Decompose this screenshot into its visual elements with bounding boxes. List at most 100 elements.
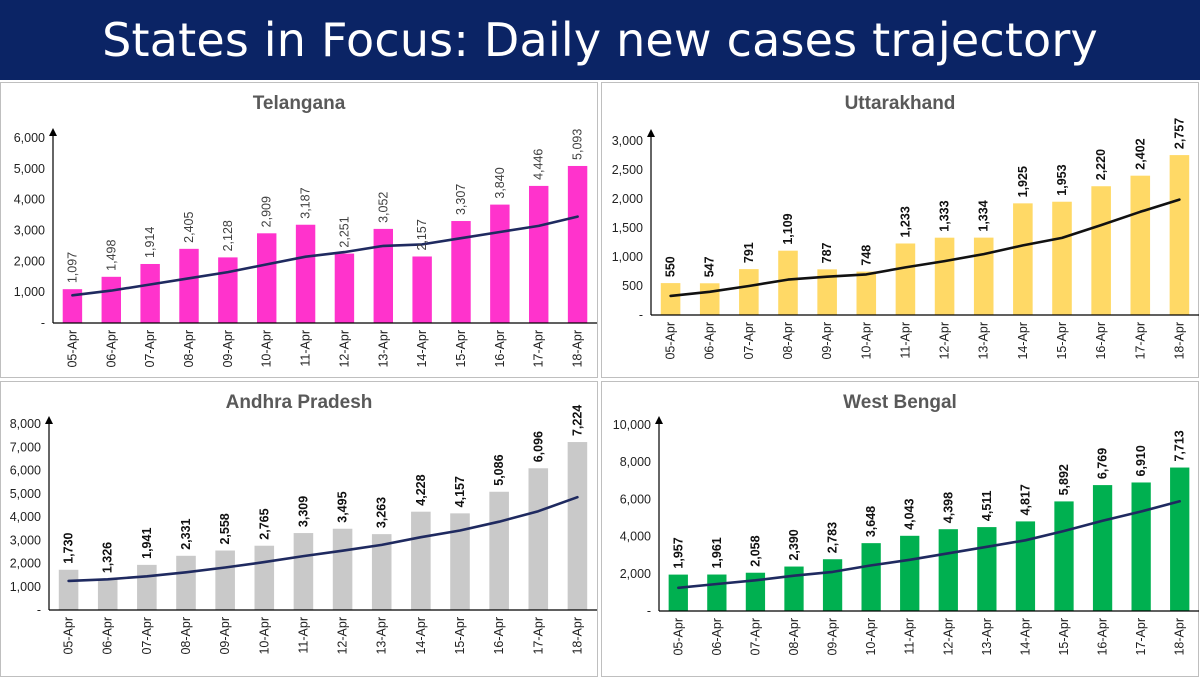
x-tick-label: 16-Apr <box>492 617 506 655</box>
data-label: 3,309 <box>296 496 310 527</box>
x-tick-label: 11-Apr <box>296 617 310 654</box>
bar <box>1015 521 1036 611</box>
chart-andhra-pradesh: - 1,000 2,000 3,000 4,000 5,000 6,000 7,000 8,00… <box>10 405 597 655</box>
x-tick-label: 06-Apr <box>703 322 717 360</box>
x-tick-label: 18-Apr <box>571 330 585 368</box>
bar <box>784 566 804 611</box>
bar <box>668 574 688 611</box>
data-label: 787 <box>820 242 834 263</box>
data-label: 3,307 <box>454 184 468 215</box>
data-label: 2,405 <box>182 212 196 243</box>
data-label: 3,052 <box>376 192 390 223</box>
data-label: 4,157 <box>453 476 467 507</box>
data-label: 748 <box>859 245 873 266</box>
x-tick-label: 18-Apr <box>1172 322 1186 360</box>
data-label: 4,398 <box>941 492 955 523</box>
chart-panel-telangana: Telangana - 1,000 2,000 3,000 4,000 5,000 6,00… <box>0 82 598 378</box>
y-axis-arrow <box>655 416 663 424</box>
y-tick-label: 8,000 <box>620 455 651 469</box>
bar <box>778 250 798 315</box>
bar <box>1170 467 1190 611</box>
y-tick-label: - <box>37 603 41 617</box>
x-tick-label: 05-Apr <box>671 618 685 656</box>
x-tick-label: 13-Apr <box>376 330 390 368</box>
trend-line <box>669 198 1181 298</box>
x-tick-label: 05-Apr <box>62 617 76 655</box>
x-tick-label: 11-Apr <box>898 322 912 359</box>
x-tick-label: 18-Apr <box>1173 618 1187 656</box>
x-tick-label: 08-Apr <box>781 322 795 360</box>
bar <box>451 221 471 323</box>
x-tick-label: 14-Apr <box>415 330 429 368</box>
data-label: 1,730 <box>62 532 76 563</box>
bar <box>1013 203 1033 315</box>
x-tick-label: 15-Apr <box>454 330 468 368</box>
data-label: 2,909 <box>260 196 274 227</box>
trend-line <box>71 215 579 297</box>
data-label: 2,765 <box>257 508 271 539</box>
data-label: 4,228 <box>414 474 428 505</box>
bar <box>176 555 196 610</box>
y-tick-label: 4,000 <box>10 510 41 524</box>
x-tick-label: 17-Apr <box>1134 618 1148 656</box>
x-tick-label: 09-Apr <box>820 322 834 360</box>
x-tick-label: 12-Apr <box>336 617 350 655</box>
y-tick-label: 2,000 <box>14 254 45 268</box>
y-tick-label: 4,000 <box>14 193 45 207</box>
data-label: 2,058 <box>748 535 762 566</box>
data-label: 1,953 <box>1055 164 1069 195</box>
data-label: 4,511 <box>980 490 994 521</box>
x-tick-label: 15-Apr <box>1055 322 1069 360</box>
x-tick-label: 06-Apr <box>104 330 118 368</box>
x-tick-label: 10-Apr <box>260 330 274 368</box>
y-tick-label: 500 <box>622 279 643 293</box>
data-label: 6,910 <box>1134 445 1148 476</box>
data-label: 3,648 <box>864 506 878 537</box>
x-tick-label: 07-Apr <box>143 330 157 368</box>
data-label: 547 <box>703 256 717 277</box>
bar <box>699 283 720 315</box>
y-tick-label: - <box>647 604 651 618</box>
x-tick-label: 17-Apr <box>1133 322 1147 360</box>
x-tick-label: 12-Apr <box>337 330 351 368</box>
data-label: 550 <box>664 256 678 277</box>
x-tick-label: 18-Apr <box>570 617 584 655</box>
bar <box>1052 201 1072 315</box>
data-label: 5,086 <box>492 454 506 485</box>
bar <box>101 276 121 323</box>
x-tick-label: 13-Apr <box>980 618 994 656</box>
y-tick-label: 3,000 <box>612 134 643 148</box>
x-tick-label: 14-Apr <box>414 617 428 655</box>
data-label: 3,495 <box>336 491 350 522</box>
data-label: 2,157 <box>415 219 429 250</box>
data-label: 1,961 <box>710 537 724 568</box>
data-label: 1,233 <box>898 206 912 237</box>
y-tick-label: - <box>639 308 643 322</box>
y-tick-label: 3,000 <box>10 533 41 547</box>
y-tick-label: 1,000 <box>14 285 45 299</box>
y-tick-label: 2,000 <box>612 192 643 206</box>
bar <box>745 572 766 611</box>
page-title: States in Focus: Daily new cases traject… <box>102 13 1098 67</box>
title-banner: States in Focus: Daily new cases traject… <box>0 0 1200 80</box>
x-tick-label: 12-Apr <box>941 618 955 656</box>
x-tick-label: 10-Apr <box>859 322 873 360</box>
data-label: 3,187 <box>299 187 313 218</box>
data-label: 2,402 <box>1133 138 1147 169</box>
bar <box>528 468 549 610</box>
data-label: 2,558 <box>218 513 232 544</box>
data-label: 2,220 <box>1094 149 1108 180</box>
y-tick-label: 7,000 <box>10 440 41 454</box>
bar <box>707 574 727 611</box>
data-label: 6,769 <box>1096 448 1110 479</box>
bar <box>900 535 920 611</box>
data-label: 1,498 <box>104 239 118 270</box>
data-label: 5,892 <box>1057 464 1071 495</box>
x-tick-label: 08-Apr <box>179 617 193 655</box>
bar <box>295 224 316 323</box>
data-label: 1,925 <box>1016 166 1030 197</box>
bar <box>1054 501 1074 611</box>
chart-panel-andhra-pradesh: Andhra Pradesh - 1,000 2,000 3,000 4,000 5,00… <box>0 381 598 677</box>
x-tick-label: 07-Apr <box>748 618 762 656</box>
bar <box>332 528 353 610</box>
